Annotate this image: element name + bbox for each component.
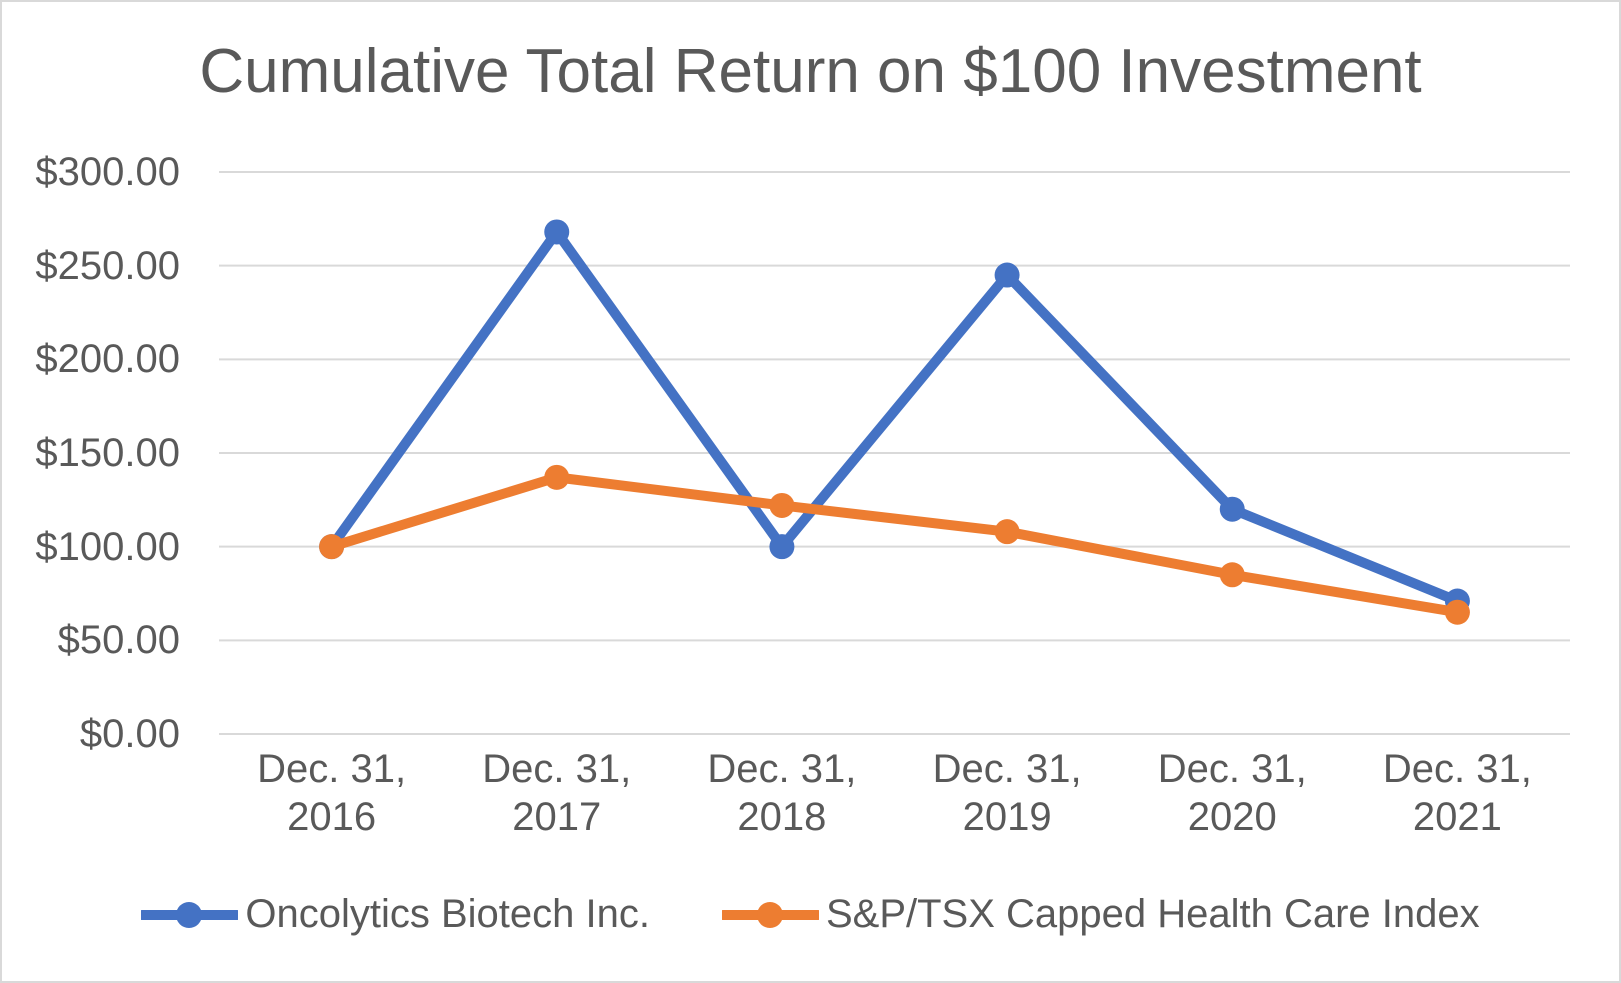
x-axis-tick-label: Dec. 31, 2019: [932, 747, 1082, 839]
data-point: [1219, 496, 1245, 522]
y-axis-tick-label: $0.00: [79, 712, 180, 756]
data-point: [1444, 599, 1470, 625]
line-marker-icon: [141, 901, 239, 928]
legend-entry-index: S&P/TSX Capped Health Care Index: [721, 892, 1480, 937]
x-axis-tick-label: Dec. 31, 2021: [1382, 747, 1532, 839]
legend-entry-oncolytics: Oncolytics Biotech Inc.: [141, 892, 650, 937]
data-point: [1219, 562, 1245, 588]
y-axis-tick-label: $250.00: [35, 243, 180, 288]
y-axis-tick-label: $100.00: [35, 524, 180, 569]
x-axis-tick-label: Dec. 31, 2018: [707, 747, 857, 839]
data-point: [319, 534, 345, 560]
y-axis-tick-label: $150.00: [35, 431, 180, 475]
y-axis-tick-label: $300.00: [35, 150, 180, 194]
x-axis-tick-label: Dec. 31, 2016: [257, 747, 407, 839]
y-axis-tick-label: $50.00: [57, 618, 180, 663]
data-point: [994, 262, 1020, 288]
line-marker-icon: [721, 901, 819, 928]
data-point: [769, 492, 795, 518]
data-point: [769, 534, 795, 560]
series-line-0: [326, 226, 1463, 606]
x-axis-tick-label: Dec. 31, 2017: [482, 747, 632, 839]
data-point: [994, 519, 1020, 545]
chart-title: Cumulative Total Return on $100 Investme…: [199, 37, 1422, 106]
data-point: [544, 219, 570, 245]
x-axis-tick-label: Dec. 31, 2020: [1157, 747, 1307, 839]
series-line-1: [326, 472, 1463, 618]
y-axis-tick-label: $200.00: [35, 337, 180, 382]
legend-label: Oncolytics Biotech Inc.: [245, 892, 650, 936]
chart-legend: Oncolytics Biotech Inc. S&P/TSX Capped H…: [2, 892, 1619, 937]
data-point: [544, 464, 570, 490]
legend-label: S&P/TSX Capped Health Care Index: [825, 892, 1480, 936]
